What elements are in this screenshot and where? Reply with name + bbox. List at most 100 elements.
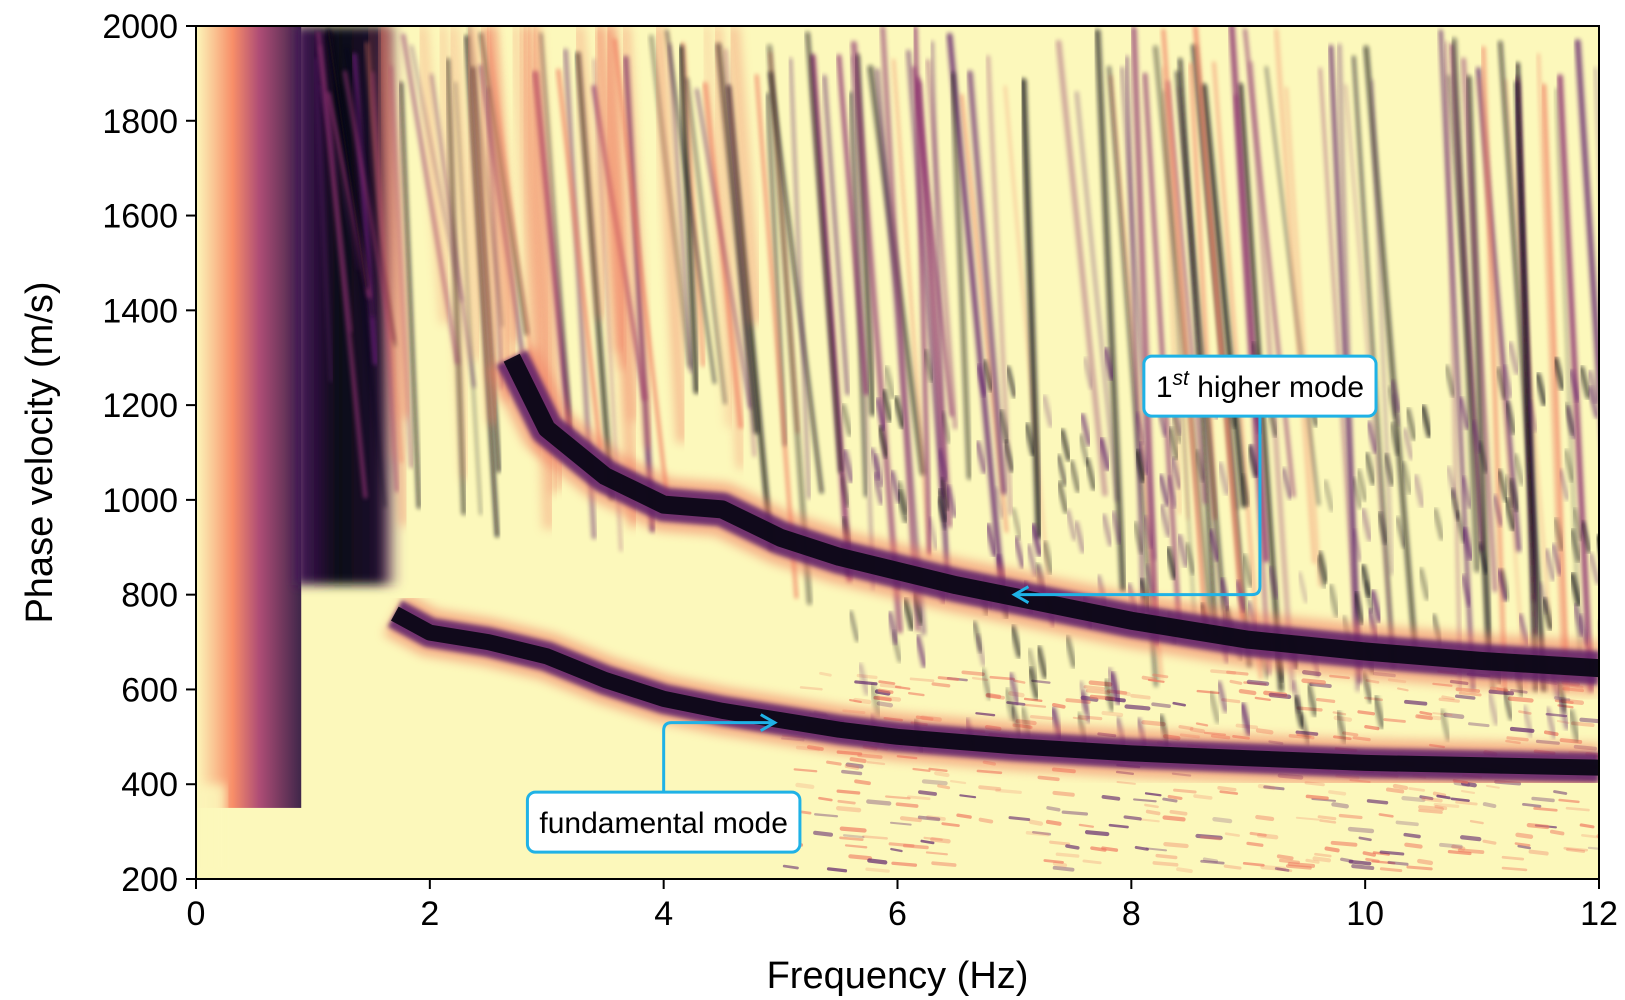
energy-streak bbox=[1020, 78, 1043, 539]
mode-blob bbox=[841, 449, 855, 484]
speckle bbox=[1223, 864, 1242, 870]
mode-blob bbox=[1360, 507, 1373, 542]
mode-blob bbox=[1497, 469, 1509, 502]
energy-streak bbox=[1444, 41, 1462, 691]
annotations: fundamental mode 1st higher mode bbox=[525, 354, 1378, 854]
energy-haze bbox=[464, 26, 501, 425]
energy-streak bbox=[1555, 87, 1581, 655]
mode-blob bbox=[1103, 679, 1115, 712]
speckle bbox=[1338, 813, 1363, 820]
speckle bbox=[1579, 717, 1599, 724]
mode-blob bbox=[1041, 540, 1055, 575]
mode-blob bbox=[1504, 401, 1517, 435]
speckle bbox=[1419, 795, 1434, 801]
speckle bbox=[876, 701, 894, 708]
mode-blob bbox=[1323, 479, 1334, 512]
speckle bbox=[1549, 829, 1565, 836]
speckle bbox=[854, 779, 871, 786]
speckle bbox=[1558, 798, 1580, 804]
mode-blob bbox=[1580, 520, 1592, 553]
speckle bbox=[867, 858, 888, 865]
mode-blob bbox=[1405, 407, 1417, 441]
energy-streak bbox=[950, 71, 972, 480]
speckle bbox=[799, 686, 823, 691]
speckle bbox=[1531, 796, 1555, 803]
mode-blob bbox=[1587, 386, 1599, 419]
speckle bbox=[1257, 783, 1276, 791]
speckle bbox=[1450, 797, 1470, 802]
mode-blob bbox=[896, 489, 909, 524]
speckle bbox=[1401, 796, 1426, 803]
speckle bbox=[1312, 856, 1332, 863]
mode-blob bbox=[880, 388, 893, 423]
speckle bbox=[937, 676, 960, 681]
speckle bbox=[1162, 797, 1178, 803]
speckle bbox=[1116, 780, 1136, 785]
energy-streak bbox=[767, 44, 812, 605]
mode-blob bbox=[1109, 671, 1122, 706]
annotation-label: 1st higher mode bbox=[1156, 367, 1364, 404]
mode-blob bbox=[1059, 428, 1071, 462]
energy-streak bbox=[913, 26, 932, 555]
energy-streak bbox=[313, 57, 334, 383]
speckle bbox=[1195, 722, 1209, 727]
speckle bbox=[890, 847, 903, 853]
annotation-label: fundamental mode bbox=[539, 807, 788, 840]
energy-streak bbox=[880, 26, 921, 632]
speckle bbox=[1357, 710, 1375, 716]
mode-blob bbox=[902, 597, 915, 632]
energy-streak bbox=[925, 59, 958, 430]
mode-blob bbox=[1496, 568, 1508, 602]
mode-blob bbox=[1064, 635, 1077, 669]
mode-blob bbox=[1572, 603, 1585, 637]
mode-blob bbox=[1159, 503, 1172, 538]
y-tick-label: 2000 bbox=[102, 8, 178, 46]
speckle bbox=[853, 697, 872, 705]
speckle bbox=[876, 695, 902, 702]
mode-blob bbox=[1267, 565, 1280, 600]
mode-blob bbox=[1350, 528, 1363, 562]
speckle bbox=[1101, 710, 1124, 717]
speckle bbox=[1305, 794, 1329, 801]
energy-streak bbox=[1161, 66, 1182, 515]
speckle bbox=[906, 795, 931, 801]
mode-blob bbox=[893, 395, 905, 429]
mode-blob bbox=[1317, 550, 1329, 584]
energy-streak bbox=[665, 29, 716, 384]
mode-blob bbox=[1281, 467, 1293, 500]
mode-blob bbox=[1184, 542, 1196, 575]
mode-blob bbox=[883, 365, 896, 400]
mode-blob bbox=[1217, 680, 1228, 713]
speckle bbox=[1145, 847, 1168, 852]
speckle bbox=[1469, 819, 1484, 825]
mode-blob bbox=[877, 425, 889, 459]
y-axis: 200 400 600 800 1000 1200 1400 1600 1800 2000 bbox=[102, 8, 196, 899]
speckle bbox=[1101, 794, 1121, 801]
speckle bbox=[934, 771, 950, 778]
mode-blob bbox=[1142, 515, 1155, 549]
energy-streak bbox=[685, 77, 727, 405]
speckle bbox=[930, 837, 951, 844]
speckle bbox=[795, 782, 815, 790]
speckle bbox=[976, 769, 1003, 775]
speckle bbox=[1023, 697, 1043, 703]
mode-blob bbox=[1382, 452, 1396, 487]
speckle bbox=[1196, 689, 1220, 695]
speckle bbox=[1178, 725, 1194, 731]
speckle bbox=[1510, 688, 1528, 694]
higher-annotation: 1st higher mode bbox=[1011, 354, 1378, 604]
energy-streak bbox=[326, 28, 368, 289]
speckle bbox=[1418, 805, 1445, 812]
mode-blob bbox=[1166, 475, 1178, 509]
speckle bbox=[1579, 823, 1595, 829]
energy-streak bbox=[1451, 37, 1480, 573]
speckle bbox=[1212, 816, 1233, 824]
speckle bbox=[1342, 731, 1359, 737]
speckle bbox=[1362, 851, 1377, 857]
speckle bbox=[1419, 711, 1433, 716]
mode-blob bbox=[1082, 357, 1094, 390]
speckle bbox=[1441, 695, 1455, 701]
speckle bbox=[1347, 826, 1375, 834]
speckle bbox=[849, 698, 862, 704]
mode-blob bbox=[1305, 683, 1319, 717]
